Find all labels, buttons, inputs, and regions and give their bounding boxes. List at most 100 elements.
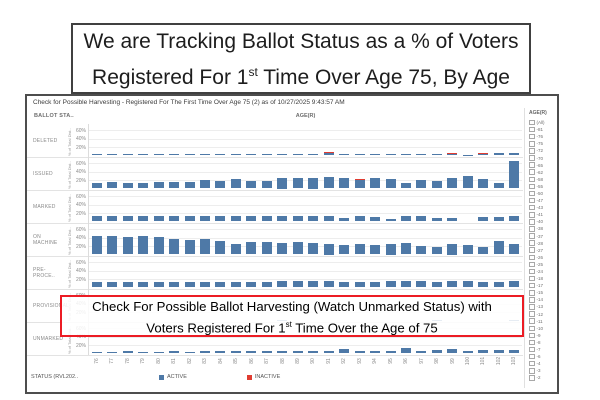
age-filter-option[interactable]: -50 bbox=[527, 190, 558, 197]
checkbox-icon[interactable] bbox=[529, 339, 535, 346]
bar-deleted-age-99[interactable] bbox=[447, 154, 458, 156]
checkbox-icon[interactable] bbox=[529, 197, 535, 204]
bar-issued-age-86[interactable] bbox=[246, 181, 257, 189]
bar-issued-age-77[interactable] bbox=[107, 182, 118, 189]
bar-unmarked-age-103[interactable] bbox=[509, 349, 520, 354]
checkbox-icon[interactable] bbox=[529, 297, 535, 303]
bar-marked-age-80[interactable] bbox=[153, 215, 164, 222]
checkbox-icon[interactable] bbox=[529, 346, 535, 353]
bar-on-machine-age-90[interactable] bbox=[308, 242, 319, 255]
bar-unmarked-age-94[interactable] bbox=[370, 351, 381, 354]
bar-deleted-age-85[interactable] bbox=[230, 154, 241, 156]
checkbox-icon[interactable] bbox=[529, 204, 535, 211]
age-filter-option[interactable]: -47 bbox=[527, 197, 558, 204]
checkbox-icon[interactable] bbox=[529, 226, 535, 232]
bar-unmarked-age-101[interactable] bbox=[478, 349, 489, 354]
bar-on-machine-age-97[interactable] bbox=[416, 246, 427, 255]
bar-deleted-age-88[interactable] bbox=[277, 153, 288, 156]
bar-unmarked-age-87[interactable] bbox=[261, 351, 272, 354]
bar-issued-age-90[interactable] bbox=[308, 178, 319, 189]
bar-issued-age-99[interactable] bbox=[447, 177, 458, 189]
bar-deleted-age-90[interactable] bbox=[308, 154, 319, 156]
bar-issued-age-98[interactable] bbox=[431, 181, 442, 189]
checkbox-icon[interactable] bbox=[529, 176, 535, 183]
bar-unmarked-age-90[interactable] bbox=[308, 351, 319, 354]
checkbox-icon[interactable] bbox=[529, 325, 535, 332]
bar-on-machine-age-102[interactable] bbox=[493, 240, 504, 255]
age-filter-option[interactable]: -65 bbox=[527, 162, 558, 169]
bar-marked-age-95[interactable] bbox=[385, 218, 396, 222]
bar-deleted-age-93[interactable] bbox=[354, 154, 365, 156]
bar-marked-age-91[interactable] bbox=[323, 215, 334, 222]
age-filter-option[interactable]: -3 bbox=[527, 367, 558, 374]
bar-pre-proce-age-84[interactable] bbox=[215, 282, 226, 288]
age-filter-option[interactable]: -25 bbox=[527, 261, 558, 268]
bar-unmarked-age-91[interactable] bbox=[323, 350, 334, 354]
bar-deleted-age-98[interactable] bbox=[431, 154, 442, 156]
bar-on-machine-age-95[interactable] bbox=[385, 244, 396, 255]
bar-pre-proce-age-96[interactable] bbox=[401, 280, 412, 288]
checkbox-icon[interactable] bbox=[529, 275, 535, 282]
bar-deleted-age-89[interactable] bbox=[292, 153, 303, 156]
bar-marked-age-85[interactable] bbox=[230, 216, 241, 222]
bar-pre-proce-age-97[interactable] bbox=[416, 280, 427, 288]
bar-on-machine-age-79[interactable] bbox=[138, 235, 149, 255]
bar-inactive-deleted-age-101[interactable] bbox=[478, 152, 489, 154]
bar-on-machine-age-84[interactable] bbox=[215, 240, 226, 255]
bar-marked-age-78[interactable] bbox=[122, 216, 133, 222]
bar-on-machine-age-86[interactable] bbox=[246, 241, 257, 255]
checkbox-icon[interactable] bbox=[529, 155, 535, 161]
bar-inactive-deleted-age-99[interactable] bbox=[447, 153, 458, 155]
age-filter-option[interactable]: -14 bbox=[527, 296, 558, 303]
bar-pre-proce-age-103[interactable] bbox=[509, 281, 520, 288]
bar-deleted-age-92[interactable] bbox=[339, 153, 350, 156]
age-filter-option[interactable]: -75 bbox=[527, 140, 558, 147]
bar-issued-age-78[interactable] bbox=[122, 183, 133, 189]
bar-deleted-age-79[interactable] bbox=[138, 154, 149, 156]
checkbox-icon[interactable] bbox=[529, 247, 535, 253]
bar-pre-proce-age-82[interactable] bbox=[184, 282, 195, 288]
bar-marked-age-102[interactable] bbox=[493, 216, 504, 222]
bar-pre-proce-age-92[interactable] bbox=[339, 282, 350, 288]
checkbox-icon[interactable] bbox=[529, 190, 535, 197]
bar-on-machine-age-88[interactable] bbox=[277, 242, 288, 255]
checkbox-icon[interactable] bbox=[529, 219, 535, 225]
age-filter-option[interactable]: -18 bbox=[527, 275, 558, 282]
bar-on-machine-age-80[interactable] bbox=[153, 237, 164, 255]
bar-pre-proce-age-77[interactable] bbox=[107, 281, 118, 288]
bar-on-machine-age-100[interactable] bbox=[462, 245, 473, 255]
bar-unmarked-age-85[interactable] bbox=[230, 351, 241, 354]
age-filter-option[interactable]: -43 bbox=[527, 204, 558, 211]
age-filter-option[interactable]: -27 bbox=[527, 247, 558, 254]
bar-unmarked-age-98[interactable] bbox=[431, 350, 442, 354]
age-filter-option[interactable]: -7 bbox=[527, 346, 558, 353]
checkbox-icon[interactable] bbox=[529, 375, 535, 381]
bar-unmarked-age-97[interactable] bbox=[416, 350, 427, 354]
age-filter-option[interactable]: -10 bbox=[527, 325, 558, 332]
bar-unmarked-age-88[interactable] bbox=[277, 350, 288, 354]
bar-issued-age-97[interactable] bbox=[416, 180, 427, 189]
bar-issued-age-85[interactable] bbox=[230, 179, 241, 189]
checkbox-icon[interactable] bbox=[529, 368, 535, 374]
checkbox-icon[interactable] bbox=[529, 162, 535, 168]
bar-on-machine-age-89[interactable] bbox=[292, 241, 303, 255]
bar-marked-age-97[interactable] bbox=[416, 216, 427, 222]
age-filter-option[interactable]: -24 bbox=[527, 268, 558, 275]
bar-issued-age-95[interactable] bbox=[385, 179, 396, 189]
age-filter-option[interactable]: -8 bbox=[527, 339, 558, 346]
bar-pre-proce-age-80[interactable] bbox=[153, 281, 164, 288]
checkbox-icon[interactable] bbox=[529, 353, 535, 360]
bar-unmarked-age-78[interactable] bbox=[122, 351, 133, 354]
age-filter-option[interactable]: -11 bbox=[527, 318, 558, 325]
checkbox-icon[interactable] bbox=[529, 233, 535, 239]
bar-marked-age-92[interactable] bbox=[339, 218, 350, 222]
bar-unmarked-age-95[interactable] bbox=[385, 350, 396, 354]
bar-inactive-deleted-age-91[interactable] bbox=[323, 152, 334, 154]
bar-marked-age-81[interactable] bbox=[169, 216, 180, 222]
checkbox-icon[interactable] bbox=[529, 183, 535, 190]
checkbox-icon[interactable] bbox=[529, 212, 535, 218]
bar-issued-age-91[interactable] bbox=[323, 177, 334, 189]
bar-deleted-age-80[interactable] bbox=[153, 154, 164, 156]
bar-issued-age-94[interactable] bbox=[370, 177, 381, 189]
bar-on-machine-age-101[interactable] bbox=[478, 246, 489, 255]
